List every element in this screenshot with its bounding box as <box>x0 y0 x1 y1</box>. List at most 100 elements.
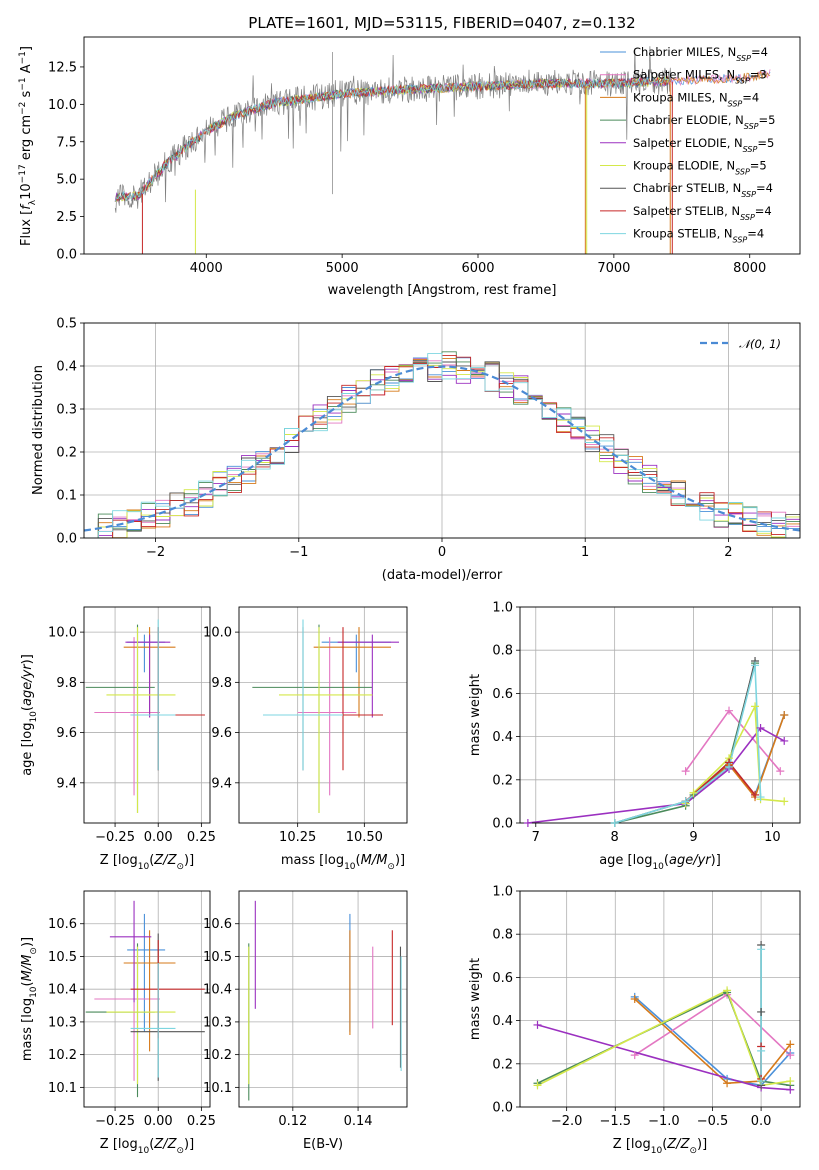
mass-weight-marker <box>780 797 789 806</box>
x-tick-label: 0.0 <box>751 1114 772 1129</box>
y-tick-label: 10.3 <box>48 1015 77 1030</box>
y-tick-label: 9.8 <box>56 676 77 691</box>
y-axis-label: mass [log10(M/M⊙)] <box>20 937 39 1061</box>
axes-frame <box>238 890 408 1108</box>
observed-spectrum <box>114 46 672 213</box>
y-tick-label: 10.0 <box>48 626 77 641</box>
mass-weight-marker <box>751 661 760 670</box>
mass-weight-marker <box>723 1079 732 1088</box>
x-tick-label: 1 <box>581 545 589 560</box>
y-tick-label: 0.2 <box>492 773 513 788</box>
y-tick-label: 10.1 <box>48 1081 77 1096</box>
y-tick-label: 0.0 <box>56 532 77 547</box>
y-axis-label: age [log10(age/yr)] <box>20 654 39 776</box>
plot-area <box>85 619 205 813</box>
mass-weight-marker <box>786 1051 795 1060</box>
metallicity-weight-panel: −2.0 −1.5 −1.0 −0.5 0.0 0.0 0.2 0.4 0.6 0.8 1.0 <box>492 885 801 1129</box>
y-tick-label: 10.5 <box>203 950 232 965</box>
y-tick-label: 10.0 <box>48 98 77 113</box>
plot-area <box>527 660 785 823</box>
y-tick-label: 0.4 <box>492 730 513 745</box>
y-tick-label: 0.1 <box>56 489 77 504</box>
mass-weight-marker <box>681 797 690 806</box>
y-tick-label: 0.2 <box>492 1057 513 1072</box>
y-tick-label: 9.6 <box>211 726 232 741</box>
y-tick-label: 9.4 <box>211 776 232 791</box>
y-tick-label: 9.4 <box>56 776 77 791</box>
mass-weight-marker <box>523 819 532 827</box>
legend-entry: 𝒩(0, 1) <box>739 337 781 351</box>
y-tick-label: 9.6 <box>56 726 77 741</box>
mass-age-panel: 10.25 10.50 9.4 9.6 9.8 10.0 <box>203 606 408 845</box>
y-axis-label: Flux [fλ10−17 erg cm−2 s−1 A−1] <box>18 46 38 246</box>
mass-weight-marker <box>780 736 789 745</box>
mass-weight-marker <box>757 1007 766 1016</box>
ebv-mass-panel: 0.12 0.14 10.1 10.2 10.3 10.4 10.5 10.6 <box>203 890 408 1129</box>
legend-entry: Chabrier ELODIE, NSSP=5 <box>633 113 775 131</box>
mass-weight-marker <box>756 723 765 732</box>
mass-weight-marker <box>533 1081 542 1090</box>
x-tick-label: 4000 <box>190 261 223 276</box>
metallicity-mass-panel: −0.25 0.00 0.25 10.1 10.2 10.3 10.4 10.5 10.6 <box>48 890 216 1129</box>
mass-weight-marker <box>689 788 698 797</box>
mass-weight-marker <box>610 819 619 827</box>
y-tick-label: 0.0 <box>492 817 513 832</box>
x-tick-label: −0.25 <box>95 1114 135 1129</box>
plot-area <box>84 351 800 538</box>
x-tick-label: 8000 <box>733 261 766 276</box>
x-axis-label: Z [log10(Z/Z⊙)] <box>613 1137 707 1156</box>
mass-weight-marker <box>630 995 639 1003</box>
metallicity-age-panel: −0.25 0.00 0.25 9.4 9.6 9.8 10.0 <box>48 606 216 845</box>
y-tick-label: 1.0 <box>492 601 513 616</box>
x-tick-label: 0.25 <box>187 1114 216 1129</box>
y-tick-label: 10.3 <box>203 1015 232 1030</box>
legend-entry: Salpeter STELIB, NSSP=4 <box>633 204 772 222</box>
y-tick-label: 0.3 <box>56 403 77 418</box>
x-axis-label: (data-model)/error <box>382 568 503 583</box>
x-tick-label: 10.50 <box>346 830 383 845</box>
y-tick-label: 0.2 <box>56 446 77 461</box>
y-tick-label: 0.0 <box>56 248 77 263</box>
y-tick-label: 0.5 <box>56 317 77 332</box>
x-axis-label: age [log10(age/yr)] <box>599 853 721 872</box>
x-tick-label: 10.25 <box>279 830 316 845</box>
mass-weight-marker <box>723 986 732 995</box>
axes-frame <box>83 322 801 539</box>
x-tick-label: −1.5 <box>599 1114 631 1129</box>
x-axis-label: E(B-V) <box>303 1137 343 1152</box>
y-tick-label: 0.4 <box>492 1014 513 1029</box>
x-tick-label: 7000 <box>597 261 630 276</box>
mass-weight-line <box>527 726 785 823</box>
axes-frame <box>83 606 211 824</box>
x-tick-label: 9 <box>689 830 697 845</box>
mass-weight-marker <box>725 762 734 771</box>
mass-weight-marker <box>757 1077 766 1086</box>
y-tick-label: 10.1 <box>203 1081 232 1096</box>
axes-frame <box>83 36 801 255</box>
x-tick-label: −0.5 <box>697 1114 729 1129</box>
mass-weight-line <box>537 989 791 1087</box>
residual-histogram-panel: −2 −1 0 1 2 0.0 0.1 0.2 0.3 0.4 0.5 𝒩(0, 1) <box>56 317 801 560</box>
legend-entry: Salpeter ELODIE, NSSP=5 <box>633 136 774 154</box>
x-tick-label: 0.14 <box>344 1114 373 1129</box>
y-tick-label: 0.8 <box>492 928 513 943</box>
x-tick-label: 0.00 <box>144 1114 173 1129</box>
y-tick-label: 9.8 <box>211 676 232 691</box>
mass-weight-marker <box>786 1040 795 1049</box>
y-axis-label: Normed distribution <box>31 365 46 495</box>
plot-area <box>85 900 205 1098</box>
mass-weight-marker <box>751 790 760 799</box>
x-tick-label: −2 <box>146 545 165 560</box>
plot-area <box>252 619 399 813</box>
plot-area <box>114 46 771 254</box>
axes-frame <box>519 606 801 824</box>
plot-area <box>248 900 402 1101</box>
y-tick-label: 0.6 <box>492 971 513 986</box>
y-tick-label: 10.4 <box>203 983 232 998</box>
x-tick-label: 6000 <box>461 261 494 276</box>
x-axis-label: Z [log10(Z/Z⊙)] <box>100 853 194 872</box>
mass-weight-marker <box>751 702 760 711</box>
axes-frame <box>83 890 211 1108</box>
x-tick-label: −2.0 <box>551 1114 583 1129</box>
y-tick-label: 12.5 <box>48 60 77 75</box>
